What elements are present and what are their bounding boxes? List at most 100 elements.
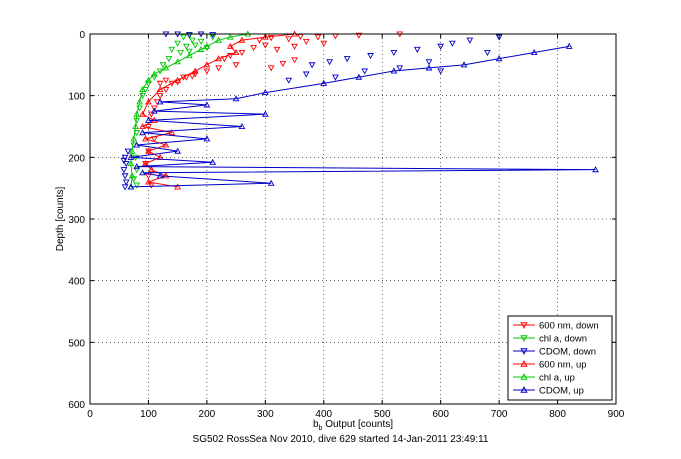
data-point <box>267 35 275 42</box>
data-point <box>139 110 146 117</box>
data-point <box>145 98 152 105</box>
data-point <box>285 36 293 43</box>
data-point <box>238 36 246 43</box>
data-point <box>180 34 187 41</box>
data-point <box>291 57 298 64</box>
data-point <box>122 160 130 168</box>
legend-marker <box>520 348 528 355</box>
data-point <box>279 61 287 68</box>
x-tick-label: 500 <box>374 409 391 420</box>
data-point <box>308 62 316 69</box>
data-point <box>168 129 176 136</box>
data-point <box>162 77 170 84</box>
data-point <box>133 110 141 117</box>
data-point <box>121 154 129 161</box>
data-point <box>132 122 139 130</box>
data-point <box>177 49 184 57</box>
data-point <box>425 59 433 66</box>
data-point <box>367 53 374 60</box>
x-tick-label: 100 <box>140 409 157 420</box>
data-point <box>150 105 158 112</box>
data-point <box>495 55 503 62</box>
data-point <box>162 64 170 71</box>
data-point <box>232 95 240 102</box>
x-axis-label: bb Output [counts] <box>313 419 393 432</box>
legend-label: 600 nm, down <box>539 321 599 332</box>
data-point <box>203 101 211 108</box>
data-point <box>250 45 258 52</box>
data-point <box>188 37 196 44</box>
series-line <box>130 45 596 188</box>
data-point <box>209 34 217 41</box>
data-point <box>203 42 211 49</box>
data-point <box>120 157 128 164</box>
data-point <box>121 184 129 191</box>
data-point <box>320 79 328 86</box>
data-point <box>142 159 149 167</box>
data-point <box>261 42 269 49</box>
data-point <box>156 93 164 100</box>
data-point <box>285 77 293 84</box>
data-point <box>159 62 167 69</box>
data-point <box>361 68 369 75</box>
legend-label: chl a, up <box>539 373 575 384</box>
legend-label: chl a, down <box>539 334 587 345</box>
data-point <box>174 183 182 190</box>
data-point <box>197 45 205 52</box>
data-point <box>530 48 538 56</box>
data-point <box>209 158 217 165</box>
data-point <box>188 73 196 80</box>
data-point <box>437 68 445 75</box>
data-point <box>390 67 398 74</box>
data-point <box>261 110 269 117</box>
x-tick-label: 600 <box>432 409 449 420</box>
data-point <box>185 48 193 55</box>
data-point <box>466 37 474 44</box>
data-point <box>267 179 275 186</box>
legend-marker <box>520 373 528 380</box>
data-point <box>314 34 322 41</box>
data-point <box>390 49 398 57</box>
data-point <box>226 42 234 49</box>
data-point <box>326 59 333 66</box>
data-point <box>174 40 182 47</box>
data-point <box>437 43 445 50</box>
data-point <box>185 32 193 39</box>
data-point <box>150 74 158 81</box>
data-point <box>133 167 141 174</box>
data-point <box>130 135 138 142</box>
y-tick-label: 400 <box>68 277 85 288</box>
x-tick-label: 300 <box>257 409 274 420</box>
data-point <box>460 61 468 68</box>
data-point <box>261 89 269 96</box>
x-tick-label: 0 <box>87 409 93 420</box>
data-point <box>133 182 141 189</box>
series-2 <box>120 31 503 191</box>
data-point <box>215 55 222 62</box>
data-point <box>156 80 164 87</box>
data-point <box>133 141 141 148</box>
data-point <box>145 76 152 83</box>
data-point <box>343 56 351 63</box>
data-point <box>145 178 152 185</box>
data-point <box>124 148 132 155</box>
data-point <box>320 40 328 47</box>
data-point <box>203 135 211 142</box>
legend-box <box>507 315 613 401</box>
legend-label: CDOM, down <box>539 347 596 358</box>
data-point <box>142 135 149 142</box>
data-point <box>215 36 222 43</box>
data-point <box>232 62 240 69</box>
data-point <box>156 98 164 105</box>
data-point <box>145 123 152 131</box>
data-point <box>122 179 130 186</box>
data-point <box>191 42 199 49</box>
data-point <box>215 65 222 72</box>
data-point <box>332 74 339 81</box>
data-point <box>302 71 310 78</box>
data-point <box>203 61 211 68</box>
data-point <box>238 49 246 57</box>
y-tick-label: 600 <box>68 400 85 411</box>
data-point <box>191 67 199 74</box>
